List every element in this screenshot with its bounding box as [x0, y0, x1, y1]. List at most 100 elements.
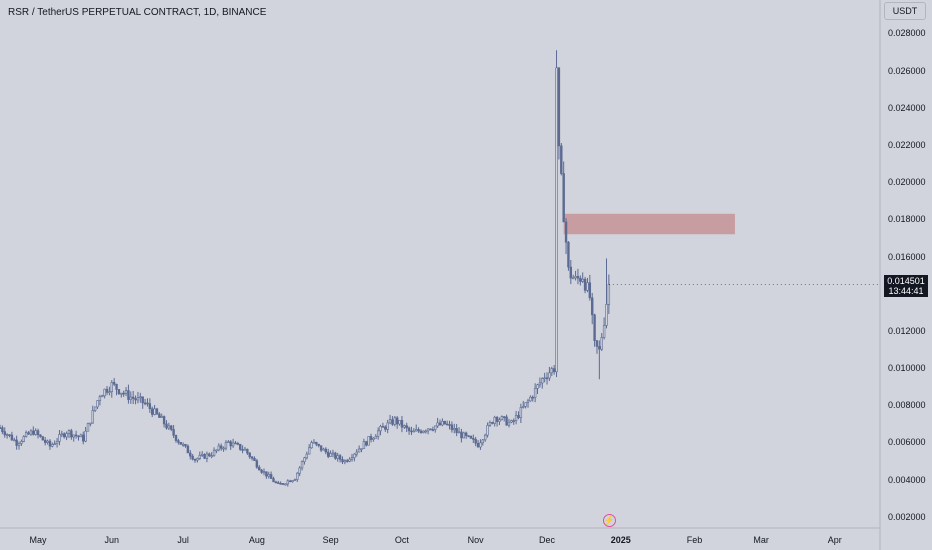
candle-body: [429, 428, 432, 431]
candle-body: [160, 416, 163, 418]
candle-body: [476, 442, 480, 448]
candle-body: [196, 458, 199, 461]
candle-body: [327, 451, 330, 457]
candle-body: [219, 445, 223, 449]
candle-body: [307, 447, 311, 455]
candle-body: [315, 441, 318, 445]
candle-body: [334, 452, 337, 459]
candle-body: [120, 392, 123, 395]
candle-body: [579, 277, 582, 282]
candle-body: [498, 419, 501, 422]
candle-body: [450, 424, 454, 431]
candle-body: [319, 445, 323, 451]
candle-body: [8, 434, 11, 436]
candle-body: [431, 429, 435, 431]
candle-body: [27, 432, 30, 435]
last-price-tag: 0.014501 13:44:41: [884, 275, 928, 297]
candle-body: [552, 368, 556, 373]
candle-body: [381, 426, 385, 428]
candle-body: [82, 434, 85, 442]
candle-body: [129, 396, 133, 400]
candle-body: [148, 403, 152, 410]
candle-body: [505, 416, 508, 426]
candle-body: [72, 434, 75, 438]
price-tick-label: 0.018000: [888, 214, 926, 225]
currency-unit-button[interactable]: USDT: [884, 2, 926, 20]
candle-body: [174, 435, 178, 441]
candle-body: [260, 469, 263, 473]
candle-body: [322, 448, 325, 451]
candle-body: [136, 397, 140, 401]
candle-body: [514, 415, 518, 421]
candle-body: [464, 432, 468, 437]
candle-body: [258, 466, 261, 471]
flash-icon[interactable]: ⚡: [603, 514, 616, 527]
candle-body: [367, 436, 370, 446]
candle-body: [205, 453, 209, 459]
time-tick-label: Mar: [753, 535, 769, 545]
time-tick-label: Jul: [177, 535, 189, 545]
candle-body: [560, 145, 563, 174]
candle-body: [79, 434, 83, 438]
candle-body: [158, 413, 161, 418]
candle-body: [229, 441, 232, 447]
candle-body: [324, 448, 328, 453]
candle-body: [262, 471, 266, 473]
supply-zone[interactable]: [563, 213, 735, 235]
candle-body: [524, 402, 527, 407]
candle-body: [286, 480, 289, 485]
candle-body: [507, 421, 511, 426]
candle-body: [531, 396, 534, 399]
candle-body: [483, 434, 487, 441]
candle-body: [184, 444, 187, 447]
candle-body: [424, 430, 427, 433]
time-tick-label: 2025: [610, 535, 631, 545]
candle-body: [279, 483, 282, 485]
candle-body: [162, 416, 166, 425]
candle-body: [317, 443, 320, 446]
candle-body: [5, 434, 9, 436]
candle-body: [10, 434, 14, 441]
candle-body: [460, 431, 463, 439]
candle-body: [443, 420, 446, 425]
candle-body: [369, 436, 373, 440]
candle-body: [151, 408, 154, 415]
candle-body: [293, 479, 297, 481]
candle-body: [96, 400, 99, 408]
candle-body: [167, 425, 171, 429]
price-tick-label: 0.008000: [888, 400, 926, 411]
candle-body: [98, 396, 102, 401]
candle-body: [189, 452, 192, 457]
candle-body: [393, 417, 397, 425]
candle-body: [284, 483, 287, 486]
price-tick-label: 0.006000: [888, 437, 926, 448]
candle-body: [93, 406, 97, 411]
candle-body: [362, 441, 366, 449]
candle-body: [60, 433, 64, 436]
candle-body: [434, 425, 437, 430]
candle-body: [74, 434, 78, 437]
candle-body: [58, 434, 61, 442]
candle-body: [493, 416, 496, 424]
candle-body: [224, 442, 228, 449]
candle-body: [101, 395, 104, 398]
price-tick-label: 0.004000: [888, 474, 926, 485]
candle-body: [124, 390, 128, 394]
candle-body: [400, 420, 404, 428]
candle-body: [177, 440, 180, 443]
price-tick-label: 0.016000: [888, 251, 926, 262]
price-tick-label: 0.024000: [888, 102, 926, 113]
candle-body: [533, 388, 537, 398]
candle-body: [569, 266, 573, 279]
candle-body: [548, 372, 551, 379]
candle-body: [53, 443, 56, 446]
candle-body: [355, 451, 358, 455]
time-tick-label: Nov: [467, 535, 484, 545]
candle-body: [13, 439, 16, 442]
candle-body: [131, 396, 135, 399]
candle-body: [403, 425, 406, 428]
candle-body: [298, 467, 301, 474]
candle-body: [155, 408, 159, 415]
candle-body: [602, 325, 606, 338]
